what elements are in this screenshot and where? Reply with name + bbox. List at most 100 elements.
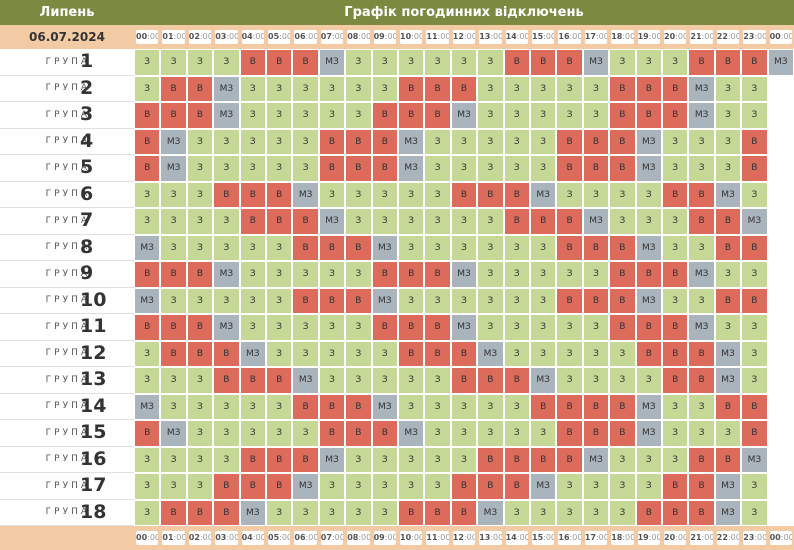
slot-cell: З: [477, 128, 504, 155]
slot-cell: З: [371, 446, 398, 473]
group-number: 14: [80, 394, 107, 417]
top-hour-label: 21:00: [690, 30, 713, 44]
slot-cell: З: [741, 314, 768, 341]
group-number: 16: [80, 447, 107, 470]
slot-cell: З: [134, 340, 161, 367]
group-word: ГРУПА: [45, 401, 90, 412]
slot-cell: В: [635, 75, 662, 102]
slot-cell: З: [318, 499, 346, 526]
slot-cell: В: [371, 128, 398, 155]
slot-cell: В: [160, 261, 187, 288]
group-word: ГРУПА: [45, 348, 90, 359]
slot-cell: МЗ: [318, 208, 346, 235]
slot-cell: З: [503, 102, 530, 129]
slot-cell: В: [688, 473, 715, 500]
slot-cell: МЗ: [635, 155, 662, 182]
slot-cell: З: [688, 393, 715, 420]
slot-cell: МЗ: [530, 367, 557, 394]
group-word: ГРУПА: [45, 215, 90, 226]
slot-cell: В: [688, 499, 715, 526]
slot-cell: В: [318, 234, 346, 261]
slot-cell: З: [477, 155, 504, 182]
slot-cell: З: [582, 473, 610, 500]
slot-cell: З: [503, 314, 530, 341]
bottom-hour-label: 11:00: [426, 531, 449, 545]
slot-cell: МЗ: [530, 473, 557, 500]
slot-cell: З: [688, 287, 715, 314]
group-number: 12: [80, 341, 107, 364]
slot-cell: З: [266, 340, 293, 367]
slot-cell: З: [186, 446, 214, 473]
slot-cell: З: [450, 287, 478, 314]
slot-cell: З: [266, 75, 293, 102]
slot-cell: З: [266, 314, 293, 341]
slot-cell: З: [345, 340, 372, 367]
slot-cell: З: [318, 75, 346, 102]
slot-cell: З: [266, 155, 293, 182]
top-hour-label: 07:00: [320, 30, 344, 44]
top-hour-label: 15:00: [532, 30, 555, 44]
slot-cell: З: [609, 340, 636, 367]
slot-cell: В: [266, 49, 293, 76]
group-number: 4: [80, 129, 94, 152]
slot-cell: З: [345, 499, 372, 526]
slot-cell: МЗ: [134, 287, 161, 314]
slot-cell: В: [239, 473, 266, 500]
slot-cell: З: [160, 287, 187, 314]
slot-cell: МЗ: [318, 49, 346, 76]
group-number: 2: [80, 76, 94, 99]
bottom-hour-label: 10:00: [400, 531, 423, 545]
slot-cell: З: [503, 75, 530, 102]
slot-cell: З: [503, 287, 530, 314]
slot-cell: З: [530, 420, 557, 447]
bottom-hour-label: 09:00: [373, 531, 396, 545]
slot-cell: МЗ: [134, 234, 161, 261]
slot-cell: МЗ: [134, 393, 161, 420]
slot-cell: З: [609, 446, 636, 473]
bottom-hour-label: 21:00: [690, 531, 713, 545]
slot-cell: В: [318, 128, 346, 155]
slot-cell: З: [662, 393, 689, 420]
slot-cell: З: [160, 234, 187, 261]
top-hour-label: 03:00: [215, 30, 238, 44]
bottom-hour-label: 16:00: [558, 531, 581, 545]
slot-cell: З: [582, 102, 610, 129]
top-hour-label: 14:00: [505, 30, 528, 44]
slot-cell: В: [556, 128, 583, 155]
group-label-13: ГРУПА 13: [0, 367, 134, 394]
slot-cell: З: [688, 128, 715, 155]
slot-cell: В: [503, 208, 530, 235]
slot-cell: В: [688, 208, 715, 235]
slot-cell: З: [424, 155, 451, 182]
slot-cell: З: [213, 420, 240, 447]
slot-cell: З: [134, 181, 161, 208]
group-label-16: ГРУПА 16: [0, 447, 134, 473]
group-word: ГРУПА: [45, 189, 90, 200]
slot-cell: В: [635, 102, 662, 129]
slot-cell: В: [662, 473, 689, 500]
slot-cell: З: [371, 49, 398, 76]
slot-cell: З: [213, 446, 240, 473]
bottom-hour-label: 19:00: [637, 531, 660, 545]
slot-cell: З: [266, 102, 293, 129]
bottom-hour-label: 02:00: [188, 531, 212, 545]
slot-cell: З: [530, 340, 557, 367]
slot-cell: З: [239, 128, 266, 155]
slot-cell: В: [662, 314, 689, 341]
slot-cell: В: [477, 181, 504, 208]
slot-cell: В: [688, 340, 715, 367]
slot-cell: В: [609, 287, 636, 314]
slot-cell: З: [371, 208, 398, 235]
bottom-hour-label: 00:00: [769, 531, 792, 545]
slot-cell: З: [450, 393, 478, 420]
slot-cell: З: [582, 340, 610, 367]
slot-cell: З: [292, 499, 319, 526]
slot-cell: З: [345, 261, 372, 288]
slot-cell: З: [503, 261, 530, 288]
slot-cell: З: [688, 234, 715, 261]
slot-cell: В: [186, 340, 214, 367]
slot-cell: З: [134, 75, 161, 102]
slot-cell: З: [477, 102, 504, 129]
slot-cell: МЗ: [213, 102, 240, 129]
slot-cell: В: [714, 234, 742, 261]
